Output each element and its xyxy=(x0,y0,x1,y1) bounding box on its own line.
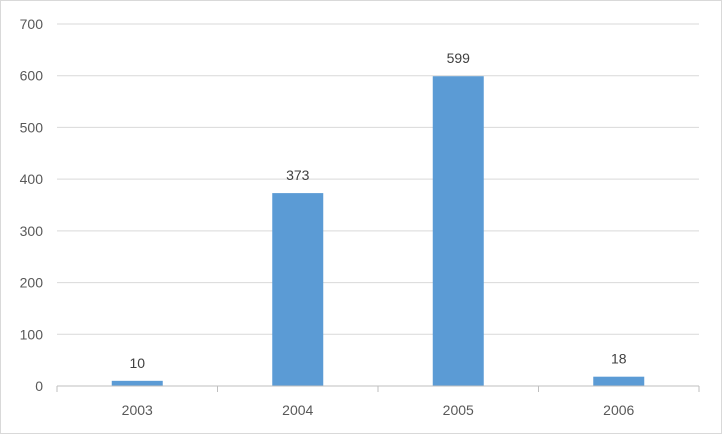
y-tick-label: 500 xyxy=(20,119,44,135)
y-tick-label: 300 xyxy=(20,223,44,239)
y-tick-label: 200 xyxy=(20,275,44,291)
data-label: 599 xyxy=(447,50,471,66)
x-axis: 2003 2004 2005 2006 xyxy=(56,385,700,418)
y-axis-tick-labels: 0 100 200 300 400 500 600 700 xyxy=(20,16,44,394)
y-tick-label: 0 xyxy=(35,378,43,394)
y-tick-label: 400 xyxy=(20,171,44,187)
bar-2003 xyxy=(111,380,163,386)
data-labels: 10 373 599 18 xyxy=(129,50,626,371)
x-tick-label: 2005 xyxy=(443,402,474,418)
data-label: 10 xyxy=(129,355,145,371)
bars xyxy=(111,76,645,386)
data-label: 373 xyxy=(286,167,310,183)
bar-2006 xyxy=(593,376,645,386)
gridlines xyxy=(57,23,699,335)
x-tick-label: 2004 xyxy=(282,402,313,418)
y-tick-label: 700 xyxy=(20,16,44,32)
bar-2005 xyxy=(432,76,484,386)
x-tick-label: 2003 xyxy=(122,402,153,418)
y-tick-label: 600 xyxy=(20,68,44,84)
data-label: 18 xyxy=(611,351,627,367)
bar-2004 xyxy=(272,193,324,386)
y-tick-label: 100 xyxy=(20,326,44,342)
x-tick-label: 2006 xyxy=(603,402,634,418)
